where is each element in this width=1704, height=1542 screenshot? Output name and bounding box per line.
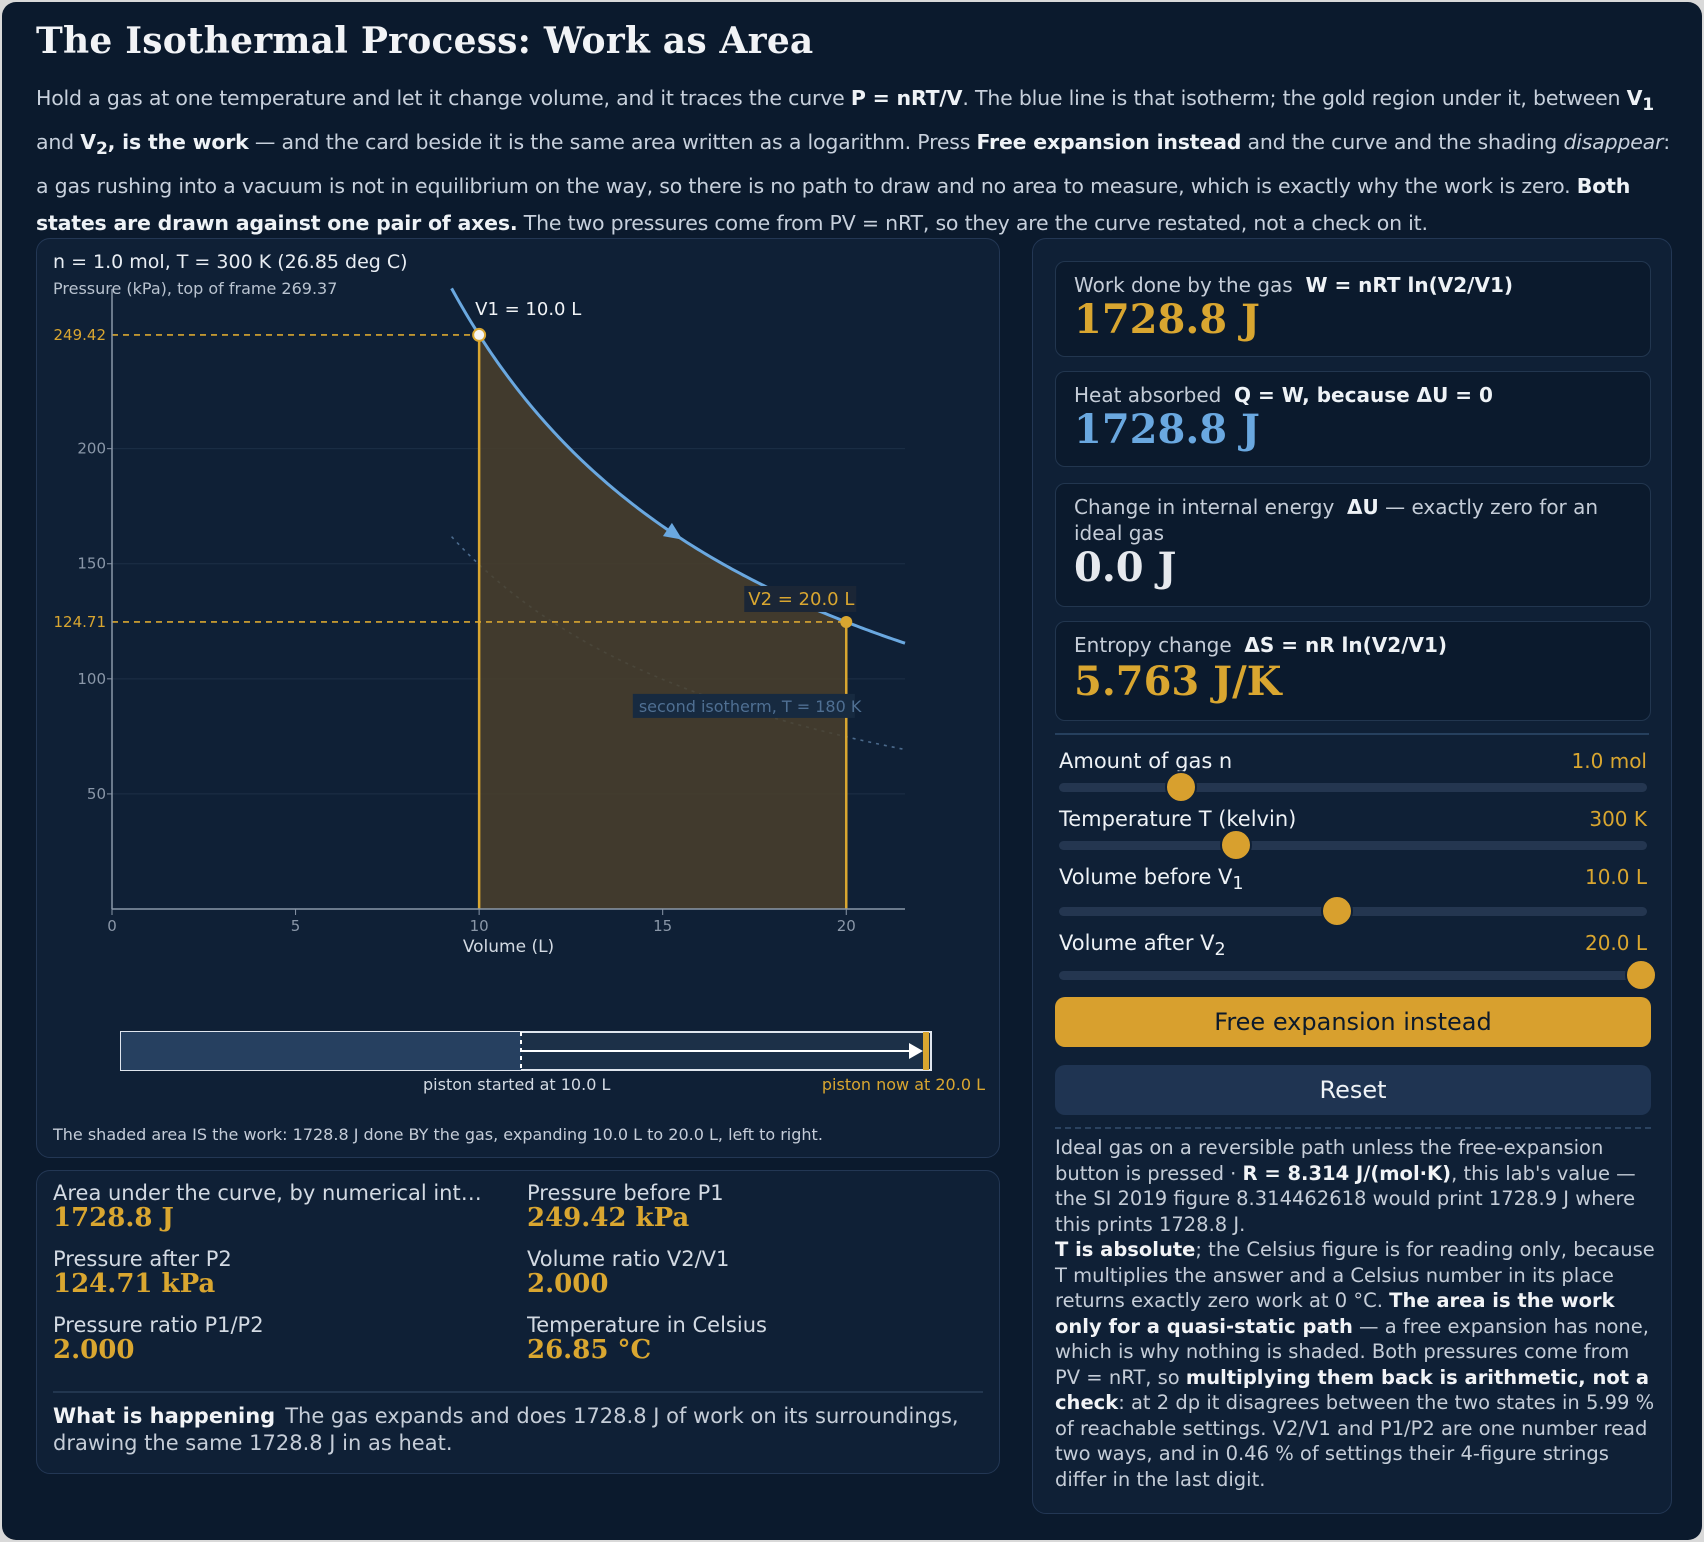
y-tick-label: 50 bbox=[87, 785, 106, 803]
stat-area-value: 1728.8 J bbox=[53, 1203, 174, 1233]
slider-temperature-handle[interactable] bbox=[1220, 829, 1252, 861]
stat-celsius-label: Temperature in Celsius bbox=[527, 1313, 767, 1337]
second-isotherm-label-background bbox=[632, 693, 855, 718]
direction-arrow-icon bbox=[662, 522, 683, 540]
v2-point-label: V2 = 20.0 L bbox=[748, 589, 854, 610]
x-tick-label: 20 bbox=[837, 917, 856, 935]
stat-volume-ratio-value: 2.000 bbox=[527, 1269, 609, 1299]
slider-amount-label: Amount of gas n bbox=[1059, 749, 1233, 773]
stat-area-label: Area under the curve, by numerical integ… bbox=[53, 1181, 493, 1205]
heat-card: Heat absorbed Q = W, because ΔU = 0 1728… bbox=[1055, 371, 1651, 467]
stat-pressure-before: Pressure before P1 249.42 kPa bbox=[527, 1181, 967, 1233]
slider-volume-after-value: 20.0 L bbox=[1584, 931, 1647, 955]
slider-temperature-label: Temperature T (kelvin) bbox=[1059, 807, 1297, 831]
x-tick-label: 15 bbox=[653, 917, 672, 935]
internal-energy-card-label: Change in internal energy ΔU — exactly z… bbox=[1074, 495, 1599, 545]
stat-volume-ratio: Volume ratio V2/V1 2.000 bbox=[527, 1247, 967, 1299]
slider-temperature-value: 300 K bbox=[1589, 807, 1647, 831]
piston-start-label: piston started at 10.0 L bbox=[423, 1075, 611, 1094]
stat-celsius-value: 26.85 °C bbox=[527, 1335, 652, 1365]
p2-axis-label: 124.71 bbox=[54, 613, 107, 631]
slider-volume-after-label: Volume after V2 bbox=[1059, 931, 1226, 961]
slider-volume-before-value: 10.0 L bbox=[1584, 865, 1647, 889]
y-tick-label: 100 bbox=[77, 670, 106, 688]
x-tick-label: 0 bbox=[107, 917, 117, 935]
piston-now-label: piston now at 20.0 L bbox=[821, 1075, 985, 1094]
entropy-card: Entropy change ΔS = nR ln(V2/V1) 5.763 J… bbox=[1055, 621, 1651, 721]
stats-panel: Area under the curve, by numerical integ… bbox=[36, 1170, 1000, 1474]
state-2-point bbox=[840, 615, 853, 628]
plot-panel: n = 1.0 mol, T = 300 K (26.85 deg C) Pre… bbox=[36, 238, 1000, 1158]
plot-caption: The shaded area IS the work: 1728.8 J do… bbox=[53, 1125, 823, 1144]
y-tick-label: 150 bbox=[77, 555, 106, 573]
heat-card-label: Heat absorbed Q = W, because ΔU = 0 bbox=[1074, 383, 1493, 407]
free-expansion-button[interactable]: Free expansion instead bbox=[1055, 997, 1651, 1047]
slider-amount-track[interactable] bbox=[1059, 783, 1647, 792]
second-isotherm-label: second isotherm, T = 180 K bbox=[639, 697, 862, 716]
x-tick-label: 5 bbox=[291, 917, 301, 935]
work-value: 1728.8 J bbox=[1074, 296, 1260, 343]
piston-gas-region bbox=[121, 1032, 521, 1070]
internal-energy-card: Change in internal energy ΔU — exactly z… bbox=[1055, 483, 1651, 607]
internal-energy-value: 0.0 J bbox=[1074, 544, 1177, 591]
stat-pressure-before-label: Pressure before P1 bbox=[527, 1181, 724, 1205]
reset-button[interactable]: Reset bbox=[1055, 1065, 1651, 1115]
stat-area: Area under the curve, by numerical integ… bbox=[53, 1181, 493, 1233]
what-is-happening: What is happening The gas expands and doe… bbox=[53, 1404, 959, 1455]
page-title: The Isothermal Process: Work as Area bbox=[36, 20, 814, 62]
y-tick-label: 200 bbox=[77, 440, 106, 458]
v2-label-background bbox=[744, 585, 857, 612]
entropy-value: 5.763 J/K bbox=[1074, 658, 1282, 705]
stat-volume-ratio-label: Volume ratio V2/V1 bbox=[527, 1247, 730, 1271]
stat-pressure-before-value: 249.42 kPa bbox=[527, 1203, 690, 1233]
stats-divider bbox=[53, 1391, 983, 1393]
piston-diagram bbox=[120, 1031, 932, 1071]
y-axis-ticks: 50 100 150 200 bbox=[77, 440, 112, 803]
pv-diagram: 0 5 10 15 20 50 100 150 200 249.42 124.71 V1 = … bbox=[54, 287, 906, 957]
entropy-card-label: Entropy change ΔS = nR ln(V2/V1) bbox=[1074, 633, 1448, 657]
slider-volume-before-track[interactable] bbox=[1059, 907, 1647, 916]
notes-text: Ideal gas on a reversible path unless th… bbox=[1055, 1136, 1655, 1491]
slider-volume-after-track[interactable] bbox=[1059, 971, 1647, 980]
plot-header-axis: Pressure (kPa), top of frame 269.37 bbox=[53, 279, 338, 298]
piston-head bbox=[923, 1032, 929, 1070]
stat-pressure-ratio-value: 2.000 bbox=[53, 1335, 135, 1365]
intro-text: Hold a gas at one temperature and let it… bbox=[36, 86, 1670, 236]
p1-axis-label: 249.42 bbox=[54, 326, 107, 344]
stat-celsius: Temperature in Celsius 26.85 °C bbox=[527, 1313, 967, 1365]
stat-pressure-ratio: Pressure ratio P1/P2 2.000 bbox=[53, 1313, 493, 1365]
work-card-label: Work done by the gas W = nRT ln(V2/V1) bbox=[1074, 273, 1513, 297]
slider-volume-before-handle[interactable] bbox=[1321, 895, 1353, 927]
stat-pressure-after: Pressure after P2 124.71 kPa bbox=[53, 1247, 493, 1299]
results-panel: Work done by the gas W = nRT ln(V2/V1) 1… bbox=[1032, 238, 1672, 1514]
x-tick-label: 10 bbox=[470, 917, 489, 935]
slider-amount-value: 1.0 mol bbox=[1571, 749, 1647, 773]
piston-arrow-icon bbox=[909, 1043, 923, 1059]
slider-temperature-track[interactable] bbox=[1059, 841, 1647, 850]
notes-divider bbox=[1055, 1127, 1651, 1129]
x-axis-title: Volume (L) bbox=[463, 937, 554, 957]
cards-divider bbox=[1055, 733, 1649, 735]
stat-pressure-after-label: Pressure after P2 bbox=[53, 1247, 232, 1271]
plot-header-state: n = 1.0 mol, T = 300 K (26.85 deg C) bbox=[53, 251, 408, 273]
slider-amount-handle[interactable] bbox=[1165, 771, 1197, 803]
stat-pressure-after-value: 124.71 kPa bbox=[53, 1269, 216, 1299]
work-card: Work done by the gas W = nRT ln(V2/V1) 1… bbox=[1055, 261, 1651, 357]
heat-value: 1728.8 J bbox=[1074, 406, 1260, 453]
slider-volume-after-handle[interactable] bbox=[1625, 959, 1657, 991]
x-axis-ticks: 0 5 10 15 20 bbox=[107, 909, 856, 935]
state-1-point bbox=[472, 327, 487, 342]
slider-volume-before-label: Volume before V1 bbox=[1059, 865, 1244, 895]
stat-pressure-ratio-label: Pressure ratio P1/P2 bbox=[53, 1313, 264, 1337]
v1-point-label: V1 = 10.0 L bbox=[475, 299, 581, 320]
